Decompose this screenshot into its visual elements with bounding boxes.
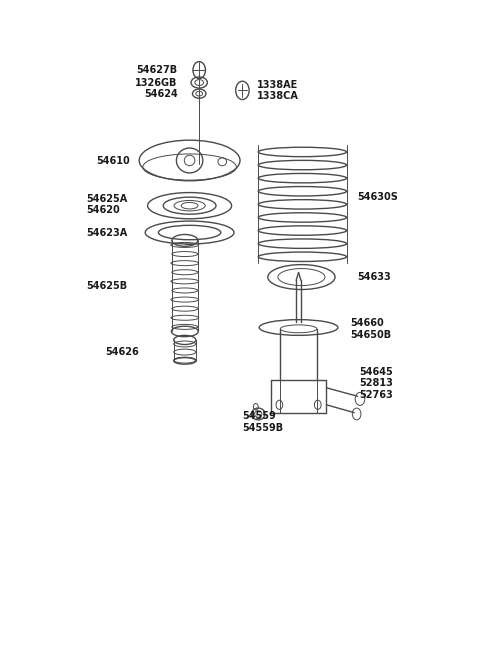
Text: 54625B: 54625B [86, 281, 127, 291]
Text: 54610: 54610 [96, 156, 130, 166]
Text: 1326GB: 1326GB [135, 77, 178, 88]
Text: 54645
52813
52763: 54645 52813 52763 [359, 367, 393, 400]
Text: 54633: 54633 [358, 272, 391, 282]
Text: 54559
54559B: 54559 54559B [242, 411, 284, 432]
Text: 54625A
54620: 54625A 54620 [86, 194, 127, 215]
Text: 54626: 54626 [106, 346, 139, 357]
Text: 54627B: 54627B [136, 65, 178, 75]
Text: 54623A: 54623A [86, 227, 127, 238]
Text: 54630S: 54630S [358, 191, 398, 202]
Text: 1338AE
1338CA: 1338AE 1338CA [257, 80, 299, 101]
Text: 54624: 54624 [144, 88, 178, 99]
Text: 54660
54650B: 54660 54650B [350, 318, 392, 339]
